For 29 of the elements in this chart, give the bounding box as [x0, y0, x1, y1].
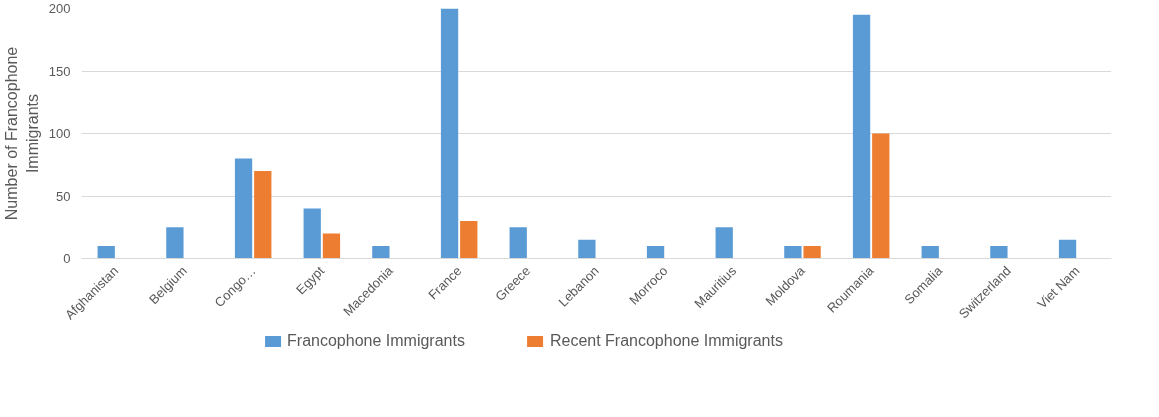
bar: [440, 8, 459, 259]
bar: [872, 133, 890, 259]
bar: [303, 208, 321, 259]
bar: [578, 239, 596, 259]
bar: [97, 246, 115, 259]
y-axis-title: Number of Francophone Immigrants: [3, 46, 41, 221]
bar: [921, 246, 939, 259]
bar: [254, 171, 272, 259]
bar: [784, 246, 802, 259]
y-tick-label: 200: [48, 1, 71, 16]
legend-label: Francophone Immigrants: [287, 332, 465, 350]
bar: [1058, 239, 1077, 259]
bar: [715, 227, 733, 259]
bar: [990, 246, 1008, 259]
bar: [234, 158, 253, 259]
legend-label: Recent Francophone Immigrants: [549, 332, 783, 350]
bar: [166, 227, 184, 259]
bar: [372, 246, 390, 259]
y-tick-label: 0: [63, 251, 71, 266]
bar: [803, 246, 821, 259]
bar: [646, 246, 665, 259]
bar: [852, 14, 871, 259]
y-tick-label: 150: [48, 63, 71, 79]
bar: [509, 227, 527, 259]
bar: [460, 221, 478, 259]
bar: [322, 233, 341, 259]
x-tick-label: Viet Nam: [1034, 263, 1083, 312]
y-tick-label: 50: [56, 188, 71, 204]
y-tick-label: 100: [48, 126, 71, 141]
